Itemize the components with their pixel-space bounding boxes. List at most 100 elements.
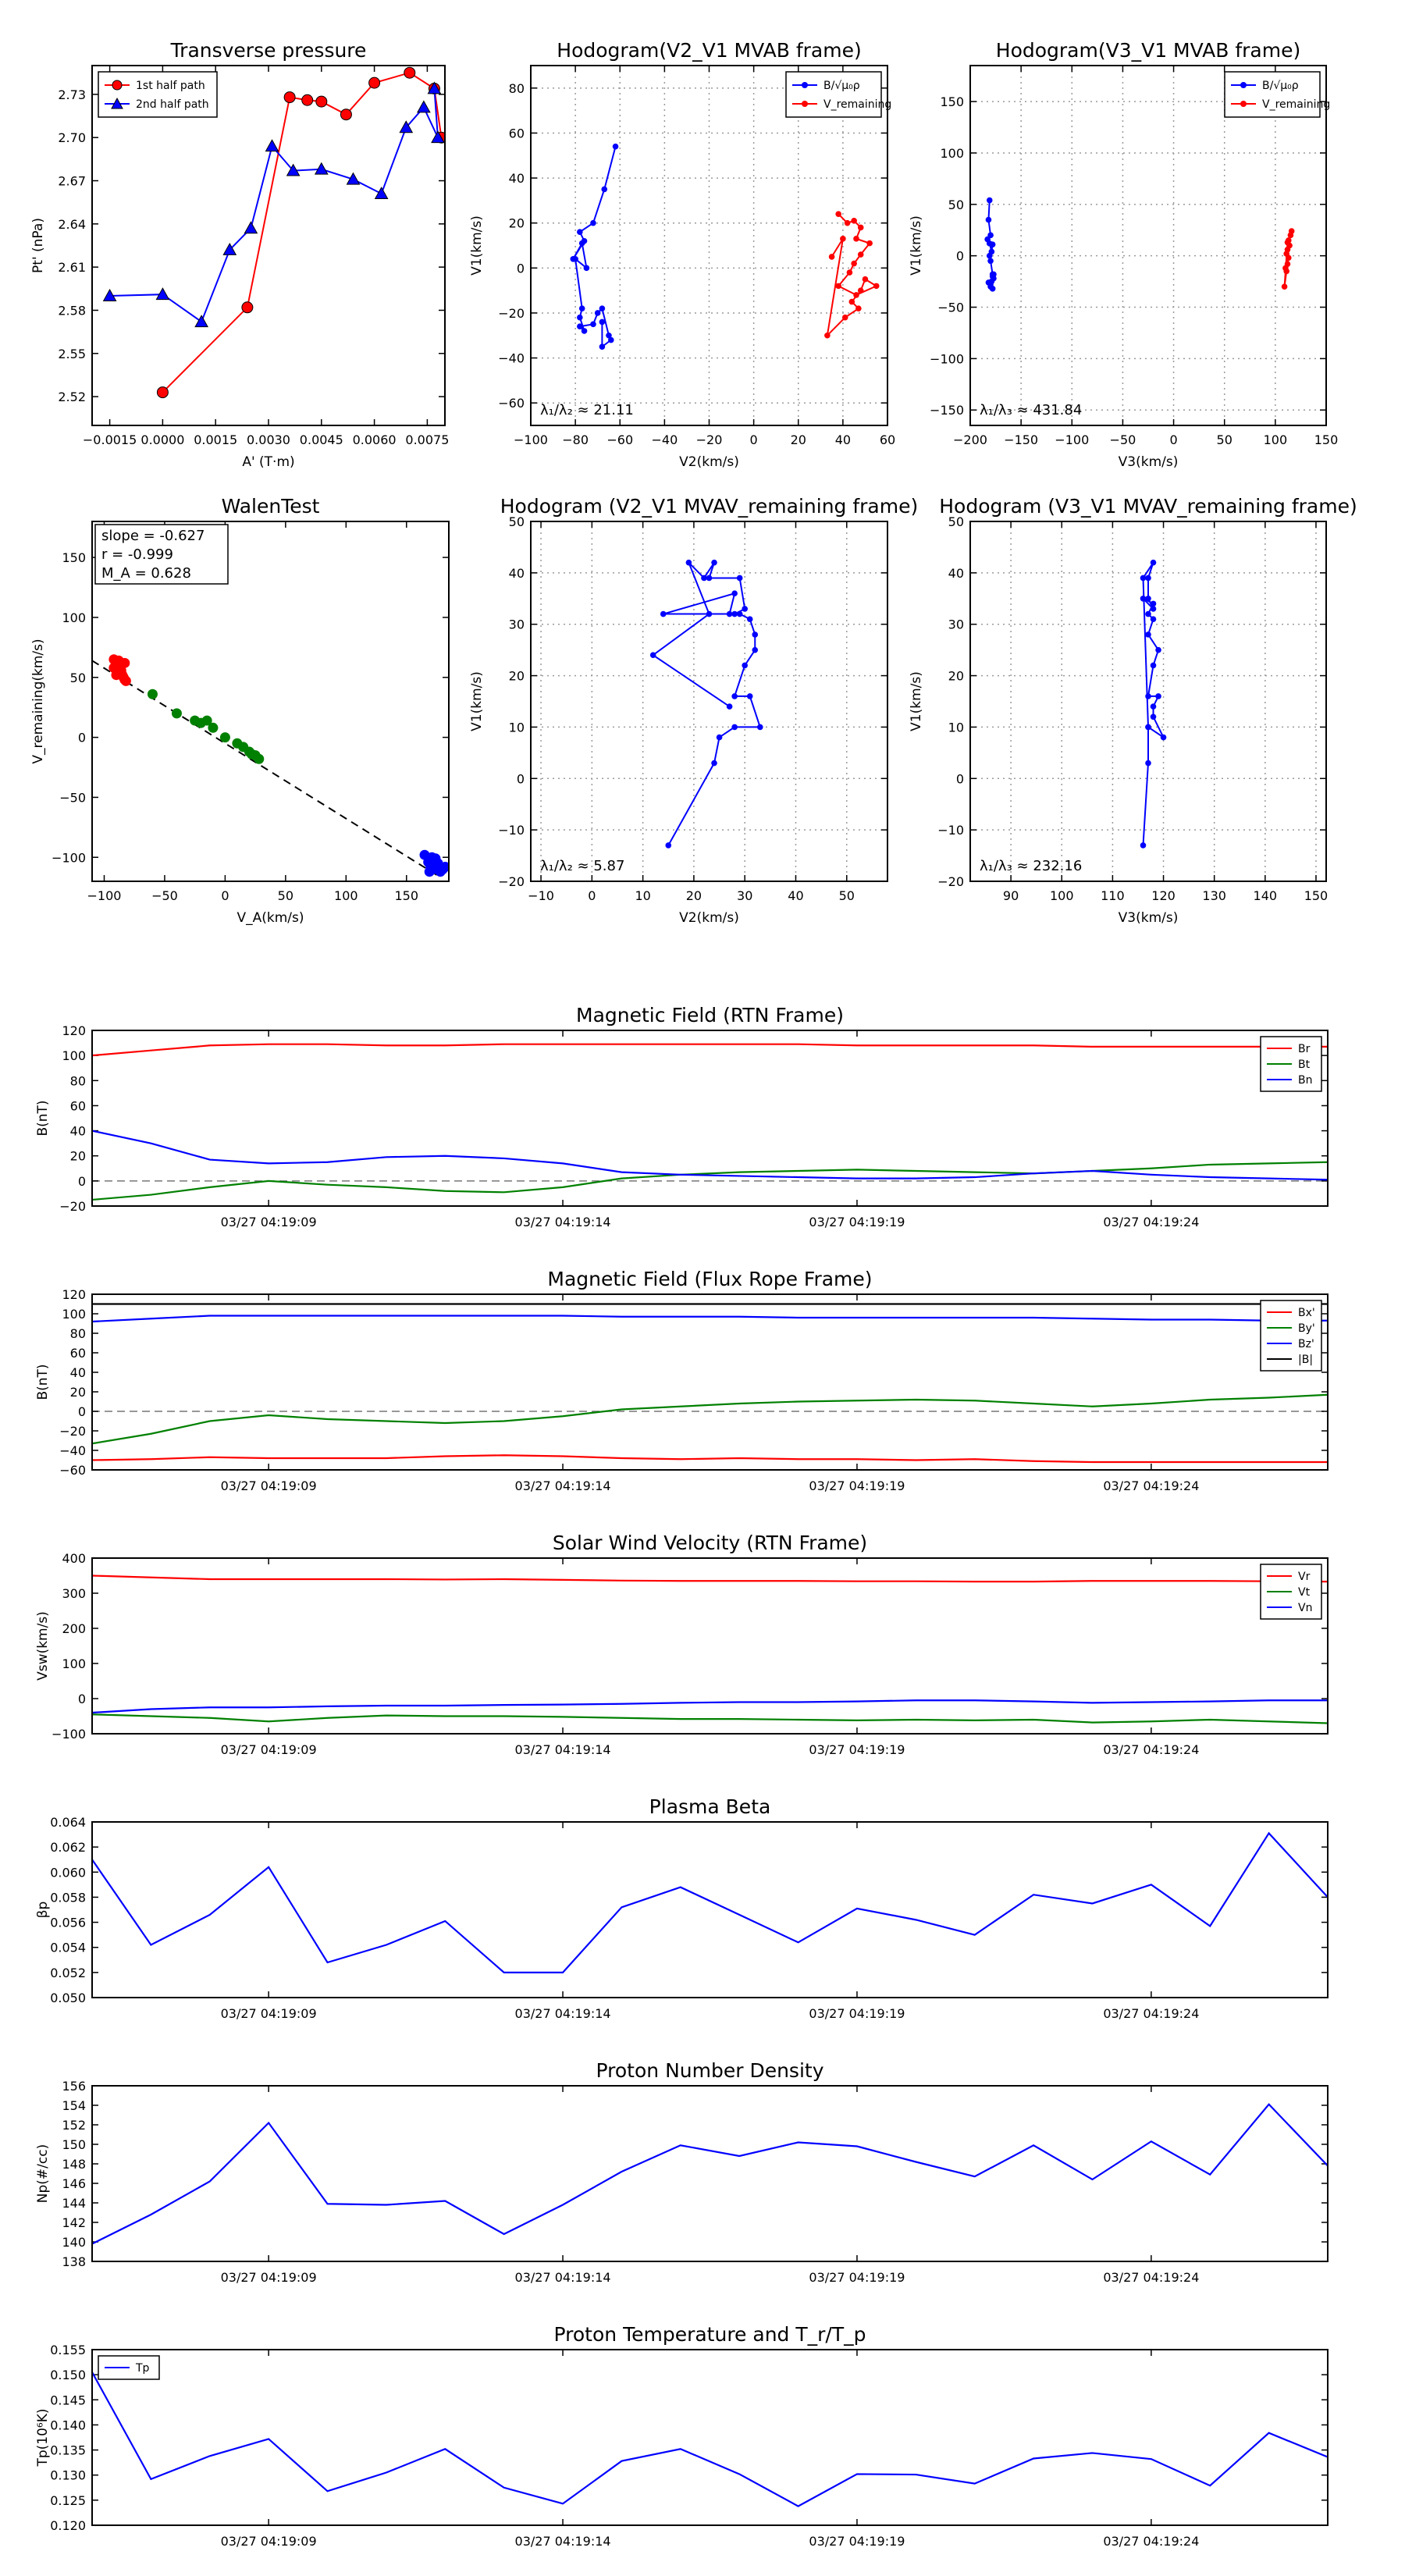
- p6-point: [1145, 693, 1151, 699]
- p5-point: [746, 693, 753, 699]
- p4-xlabel: V_A(km/s): [237, 910, 304, 926]
- p6-ytick-label: 30: [948, 617, 964, 632]
- p8-ytick-label: 20: [70, 1385, 86, 1400]
- p3-xtick-label: −100: [1055, 432, 1089, 447]
- p4-ytick-label: 50: [70, 671, 86, 685]
- p2-point: [599, 343, 606, 350]
- p2-point: [577, 314, 583, 321]
- p5-point: [685, 559, 692, 566]
- p9-legend-label: Vn: [1298, 1602, 1312, 1614]
- p2-legend-frame: [785, 71, 882, 118]
- p6-xtick-label: 100: [1050, 888, 1074, 903]
- p8-xtick-label: 03/27 04:19:24: [1103, 1478, 1199, 1493]
- p12-ytick-label: 0.140: [50, 2418, 86, 2432]
- p2-point: [855, 305, 862, 311]
- p1-xlabel: A' (T·m): [242, 454, 294, 470]
- p1-xtick-label: −0.0015: [83, 432, 137, 447]
- p5-ytick-label: 0: [517, 771, 525, 786]
- p1-xtick-label: 0.0030: [247, 432, 290, 447]
- p2-ytick-label: 20: [509, 216, 525, 231]
- p2-point: [835, 211, 841, 217]
- p3-point: [1281, 283, 1288, 290]
- p7-xtick-label: 03/27 04:19:14: [515, 1215, 611, 1229]
- p5-point: [649, 652, 656, 659]
- p3-ytick-label: −150: [930, 403, 964, 418]
- p7-title: Magnetic Field (RTN Frame): [576, 1004, 844, 1026]
- p11-ytick-label: 148: [62, 2157, 86, 2172]
- p9-xtick-label: 03/27 04:19:09: [221, 1742, 317, 1757]
- p3-annotation: λ₁/λ₃ ≈ 431.84: [980, 402, 1082, 418]
- p4-ytick-label: 100: [62, 610, 86, 625]
- p4-series-group: [108, 654, 449, 877]
- p3-point: [991, 271, 997, 278]
- p9-ytick-label: −100: [52, 1727, 86, 1742]
- p11-xtick-label: 03/27 04:19:24: [1103, 2270, 1199, 2285]
- p12-ytick-label: 0.120: [50, 2518, 86, 2533]
- p6-ytick-label: −20: [937, 874, 964, 889]
- p11-ytick-label: 150: [62, 2137, 86, 2152]
- p3-ytick-label: −50: [937, 301, 964, 315]
- p3-panel: −150 −100 −50 0 50 100 150 −200 −150 −100 −50 0 50 10…: [909, 39, 1338, 470]
- p2-xtick-label: 0: [750, 432, 758, 447]
- p2-xtick-label: 40: [835, 432, 851, 447]
- p5-ylabel: V1(km/s): [469, 671, 485, 731]
- p3-point: [1284, 239, 1291, 246]
- p2-point: [851, 218, 857, 224]
- p12-ytick-label: 0.155: [50, 2343, 86, 2357]
- p3-point: [1287, 232, 1294, 239]
- p3-xlabel: V3(km/s): [1119, 454, 1179, 470]
- p6-point: [1150, 600, 1157, 607]
- p7-ytick-label: 100: [62, 1048, 86, 1063]
- p11-xtick-label: 03/27 04:19:14: [515, 2270, 611, 2285]
- p5-point: [716, 734, 723, 741]
- p4-ytick-label: 150: [62, 550, 86, 565]
- p6-xtick-label: 140: [1254, 888, 1278, 903]
- p6-ylabel: V1(km/s): [909, 671, 924, 731]
- p9-series-line-2: [92, 1699, 1328, 1714]
- p8-series-line-1: [92, 1393, 1328, 1445]
- p9-xtick-label: 03/27 04:19:14: [515, 1742, 611, 1757]
- p12-xtick-label: 03/27 04:19:14: [515, 2534, 611, 2549]
- p8-frame: [91, 1293, 1329, 1471]
- p1-series-line-1: [109, 88, 439, 323]
- p1-series-group: [102, 66, 445, 399]
- p8-legend-label: |B|: [1298, 1354, 1313, 1366]
- p11-title: Proton Number Density: [596, 2059, 824, 2082]
- p2-point: [608, 336, 614, 343]
- p3-point: [987, 258, 994, 265]
- p1-ytick-label: 2.52: [58, 390, 86, 404]
- p6-point: [1150, 606, 1157, 612]
- p8-series-group: [92, 1303, 1328, 1464]
- p1-legend: 1st half path 2nd half path: [98, 71, 218, 118]
- p5-point: [711, 559, 717, 566]
- p4-point: [120, 675, 131, 686]
- p4-xtick-label: 50: [278, 888, 293, 903]
- p11-xtick-label: 03/27 04:19:19: [809, 2270, 905, 2285]
- p5-series-group: [649, 559, 763, 849]
- p7-series-group: [92, 1043, 1328, 1201]
- p2-point: [612, 143, 619, 150]
- p5-ytick-label: −10: [498, 823, 525, 838]
- p2-xtick-label: −100: [514, 432, 548, 447]
- p9-legend-label: Vr: [1298, 1571, 1311, 1583]
- p1-legend-label: 1st half path: [136, 80, 205, 92]
- p10-ytick-label: 0.052: [50, 1966, 86, 1980]
- p4-point: [219, 732, 230, 743]
- p3-point: [988, 278, 995, 285]
- p7-ytick-label: 0: [78, 1174, 86, 1189]
- p4-point: [119, 657, 130, 668]
- p11-series-group: [92, 2103, 1328, 2245]
- p5-xtick-label: 10: [635, 888, 650, 903]
- p7-legend-label: Bn: [1298, 1074, 1312, 1087]
- p6-ytick-label: 40: [948, 566, 964, 581]
- p12-legend: Tp: [98, 2355, 160, 2380]
- p2-legend-label: V_remaining: [823, 98, 891, 111]
- p9-xtick-label: 03/27 04:19:19: [809, 1742, 905, 1757]
- p12-legend-label: Tp: [135, 2362, 150, 2375]
- p10-ytick-label: 0.062: [50, 1840, 86, 1855]
- p7-legend: Br Bt Bn: [1260, 1036, 1322, 1092]
- p2-xtick-label: −20: [696, 432, 723, 447]
- p1-panel: 2.522.552.582.612.642.672.702.73−0.0015 0…: [30, 39, 449, 470]
- p12-xtick-label: 03/27 04:19:09: [221, 2534, 317, 2549]
- p1-ytick-label: 2.64: [58, 217, 86, 232]
